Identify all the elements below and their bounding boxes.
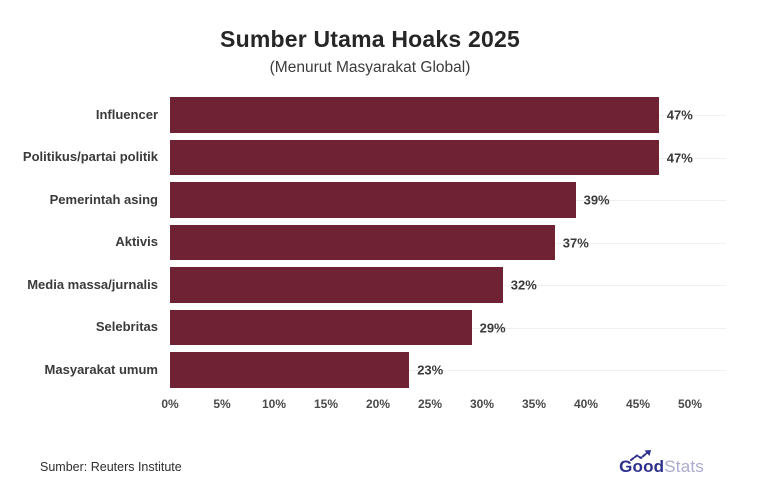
category-label: Politikus/partai politik <box>22 149 158 165</box>
category-label: Masyarakat umum <box>44 361 158 377</box>
logo-text-good: Good <box>619 457 665 476</box>
bar <box>170 352 410 388</box>
chart-header: Sumber Utama Hoaks 2025 (Menurut Masyara… <box>0 0 740 77</box>
bar-row: Aktivis 37% <box>0 221 768 264</box>
bar <box>170 309 472 346</box>
bar-chart: Influencer 47% Politikus/partai politik 47%… <box>0 94 768 418</box>
x-axis-tick: 45% <box>625 397 651 412</box>
bar-track: 37% <box>170 224 726 261</box>
bar-row: Selebritas 29% <box>0 306 768 349</box>
category-label: Selebritas <box>95 319 158 335</box>
category-label: Pemerintah asing <box>49 191 158 207</box>
x-axis-tick: 35% <box>521 397 547 412</box>
x-axis-tick: 50% <box>677 397 703 412</box>
bar-row: Masyarakat umum 23% <box>0 349 768 392</box>
value-label: 39% <box>583 192 610 208</box>
x-axis-tick: 30% <box>469 397 495 412</box>
trend-arrow-icon <box>630 450 652 461</box>
chart-footer: Sumber: Reuters Institute GoodStats <box>0 450 768 481</box>
bar <box>170 139 659 176</box>
bar <box>170 182 576 218</box>
x-axis-tick: 5% <box>213 397 231 412</box>
x-axis: 0% 5% 10% 15% 20% 25% 30% 35% 40% 45% 50% <box>161 395 702 417</box>
goodstats-logo: GoodStats <box>619 450 704 477</box>
category-label: Media massa/jurnalis <box>27 276 158 292</box>
bar-track: 39% <box>170 182 726 218</box>
value-label: 29% <box>479 320 506 335</box>
x-axis-tick: 15% <box>313 397 339 412</box>
logo-text-stats: Stats <box>664 457 704 476</box>
bar-rows: Influencer 47% Politikus/partai politik 47%… <box>0 94 768 392</box>
bar <box>170 97 659 133</box>
bar-row: Influencer 47% <box>0 94 768 137</box>
bar-track: 47% <box>170 139 726 176</box>
value-label: 37% <box>562 235 589 250</box>
x-axis-tick: 20% <box>365 397 391 412</box>
chart-subtitle: (Menurut Masyarakat Global) <box>269 58 471 76</box>
bar-track: 47% <box>170 97 726 133</box>
x-axis-tick: 0% <box>161 397 179 412</box>
gridline <box>170 370 726 371</box>
x-axis-tick: 40% <box>573 397 599 412</box>
bar <box>170 224 555 261</box>
bar-row: Pemerintah asing 39% <box>0 179 768 222</box>
category-label: Aktivis <box>115 234 158 250</box>
bar-track: 23% <box>170 352 726 388</box>
value-label: 32% <box>510 277 537 293</box>
value-label: 47% <box>666 107 693 123</box>
value-label: 47% <box>666 150 693 165</box>
value-label: 23% <box>417 362 444 378</box>
bar-track: 29% <box>170 309 726 346</box>
bar <box>170 267 503 303</box>
source-note: Sumber: Reuters Institute <box>40 460 182 474</box>
category-label: Influencer <box>95 106 158 122</box>
bar-row: Media massa/jurnalis 32% <box>0 264 768 307</box>
bar-track: 32% <box>170 267 726 303</box>
x-axis-tick: 10% <box>261 397 287 412</box>
chart-title: Sumber Utama Hoaks 2025 <box>220 26 520 52</box>
x-axis-tick: 25% <box>417 397 443 412</box>
bar-row: Politikus/partai politik 47% <box>0 136 768 179</box>
